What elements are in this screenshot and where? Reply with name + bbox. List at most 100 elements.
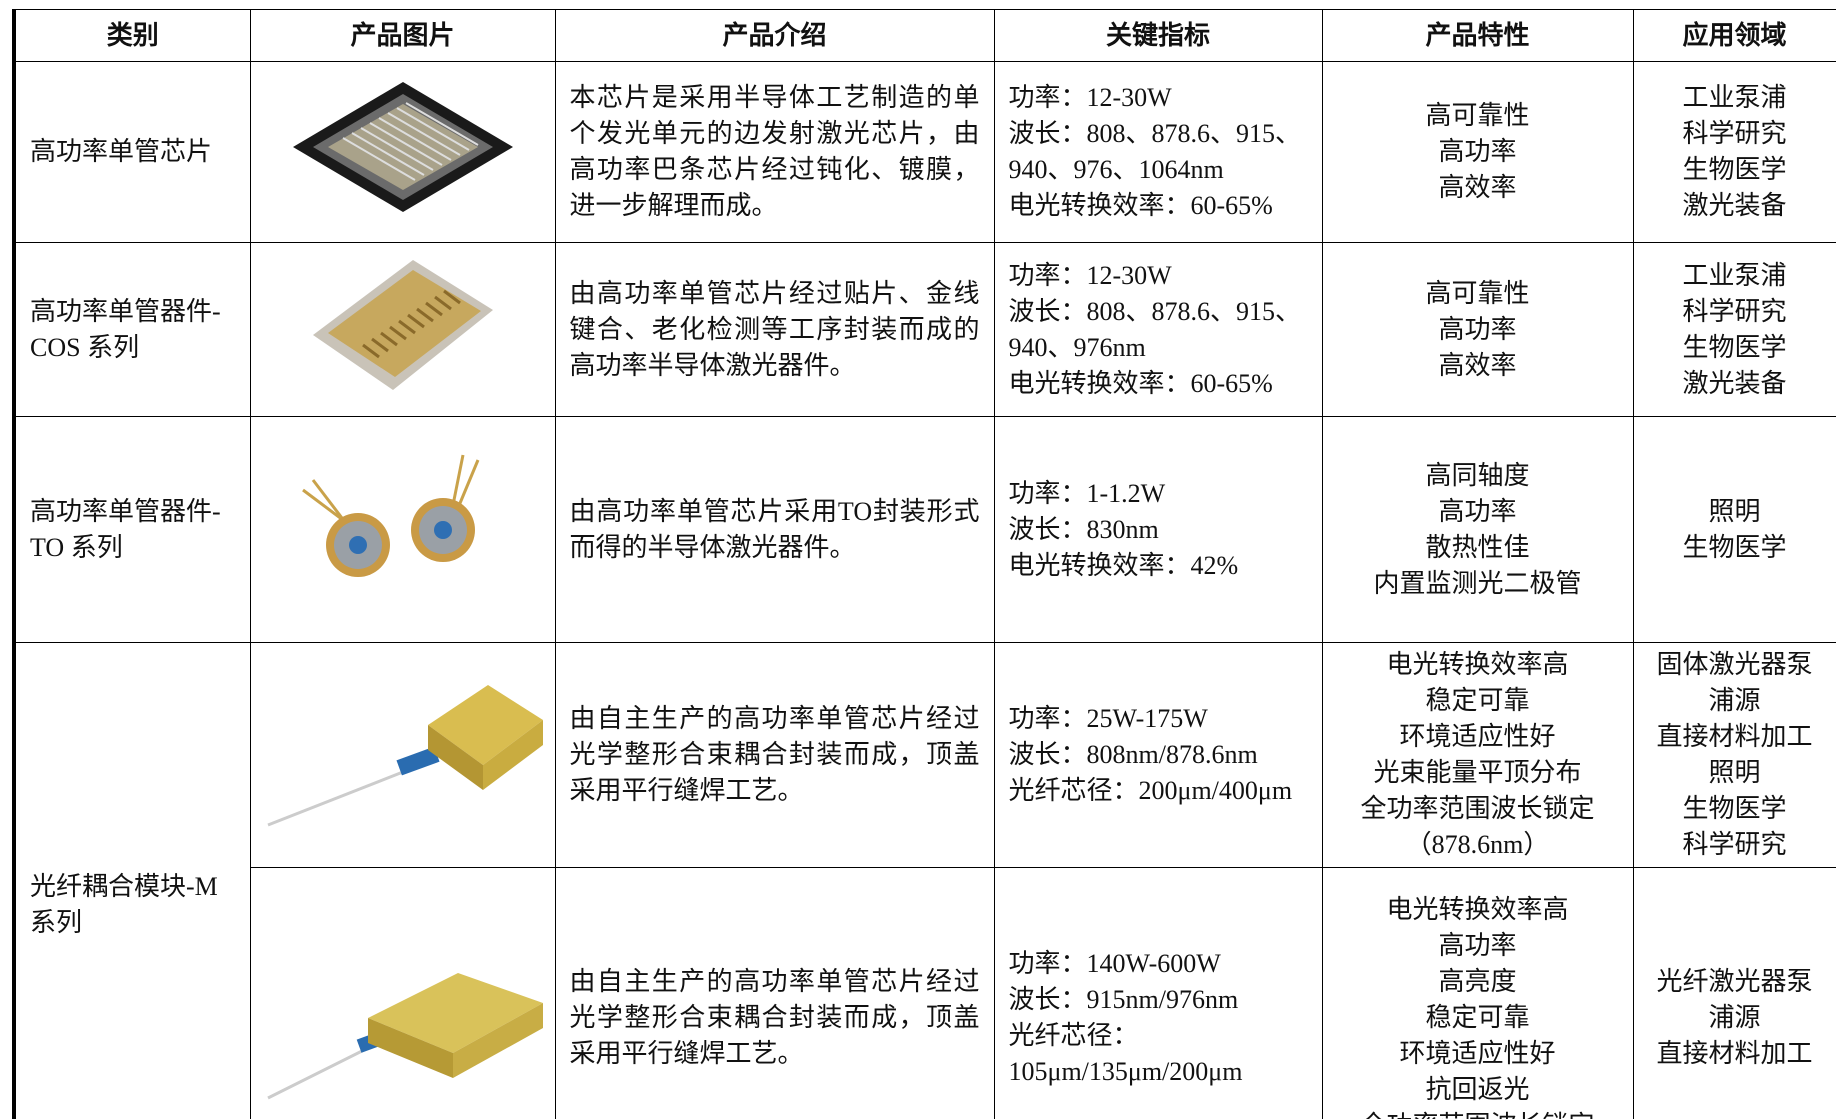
indicators-cell: 功率：12-30W 波长：808、878.6、915、940、976nm 电光转换效… <box>993 242 1323 417</box>
description-cell: 由高功率单管芯片经过贴片、金线键合、老化检测等工序封装而成的高功率半导体激光器件… <box>554 242 995 417</box>
cell-line: 高可靠性 <box>1425 278 1530 308</box>
picture-cell <box>249 642 556 868</box>
cell-line: 高功率 <box>1438 930 1517 960</box>
indicators-cell: 功率：25W-175W 波长：808nm/878.6nm 光纤芯径：200μm/40… <box>993 642 1323 868</box>
cell-line: 照明 <box>1708 496 1761 526</box>
product-image <box>292 82 513 212</box>
cell-line: 高功率 <box>1438 314 1517 344</box>
product-image <box>312 259 493 390</box>
header-row: 类别 产品图片 产品介绍 关键指标 产品特性 应用领域 <box>13 9 1836 62</box>
cell-line: 功率：12-30W <box>1008 260 1172 290</box>
applications-cell: 工业泵浦科学研究生物医学激光装备 <box>1632 242 1836 417</box>
table-row: 高功率单管芯片 本芯片是采用半导体工艺制造的单个发光单元的边发射激光芯片，由高功率… <box>13 61 1836 243</box>
cell-line: 光纤激光器泵浦源 <box>1656 966 1813 1032</box>
cell-line: 电光转换效率：60-65% <box>1008 191 1273 220</box>
product-image <box>266 685 543 827</box>
cell-line: 直接材料加工 <box>1656 722 1813 751</box>
table-row: 高功率单管器件-COS 系列 由高功率单管芯片经过贴片、金线键合、老化检测等工序封… <box>13 242 1836 417</box>
cell-line: 高亮度 <box>1438 966 1517 996</box>
cell-line: 高功率 <box>1438 137 1517 166</box>
cell-line: 生物医学 <box>1682 155 1787 184</box>
cell-line: 激光装备 <box>1682 191 1787 220</box>
description-cell: 由高功率单管芯片采用TO封装形式而得的半导体激光器件。 <box>554 416 995 643</box>
cell-line: 高效率 <box>1438 350 1517 380</box>
header-cell: 关键指标 <box>993 9 1323 62</box>
cell-line: 波长：808nm/878.6nm <box>1008 740 1258 769</box>
cell-line: 高功率 <box>1438 496 1517 526</box>
cell-line: 全功率范围波长锁定 <box>1337 1108 1619 1119</box>
cell-line: 波长：808、878.6、915、940、976、1064nm <box>1008 119 1302 184</box>
cell-line: 环境适应性好 <box>1399 722 1556 751</box>
cell-line: 电光转换效率：60-65% <box>1008 368 1273 398</box>
cell-line: 高同轴度 <box>1425 460 1530 490</box>
description-cell: 由自主生产的高功率单管芯片经过光学整形合束耦合封装而成，顶盖采用平行缝焊工艺。 <box>554 642 995 868</box>
table-row: 光纤耦合模块-M 系列 由自主生产的高功率单管芯片经过光学整形合束耦合封装而成，顶… <box>13 642 1836 1119</box>
applications-cell: 固体激光器泵浦源 直接材料加工 照明 生物医学 科学研究 <box>1632 642 1836 868</box>
features-cell: 电光转换效率高 稳定可靠环境适应性好 光束能量平顶分布全功率范围波长锁定（878.6… <box>1321 642 1634 868</box>
applications-cell: 工业泵浦科学研究生物医学激光装备 <box>1632 61 1836 243</box>
table-row: 由自主生产的高功率单管芯片经过光学整形合束耦合封装而成，顶盖采用平行缝焊工艺。功… <box>14 867 1836 1119</box>
cell-line: 光束能量平顶分布 <box>1373 758 1582 787</box>
header-cell: 类别 <box>13 9 251 62</box>
header-cell: 应用领域 <box>1632 9 1836 62</box>
features-cell: 高可靠性高功率高效率 <box>1321 61 1634 243</box>
indicators-cell: 功率：140W-600W 波长：915nm/976nm 光纤芯径：105μm/135… <box>993 867 1323 1119</box>
cell-line: 光纤芯径：105μm/135μm/200μm <box>1008 1020 1243 1086</box>
description-cell: 本芯片是采用半导体工艺制造的单个发光单元的边发射激光芯片，由高功率巴条芯片经过钝… <box>554 61 995 243</box>
product-table: 类别 产品图片 产品介绍 关键指标 产品特性 应用领域 高功率单管芯片 本芯片是采用半导体工… <box>12 9 1836 1119</box>
cell-line: 科学研究 <box>1682 830 1787 859</box>
header-cell: 产品介绍 <box>554 9 995 62</box>
category-cell: 光纤耦合模块-M 系列 <box>13 642 251 1119</box>
cell-line: 光纤芯径：200μm/400μm <box>1008 776 1293 805</box>
features-cell: 高同轴度高功率散热性佳内置监测光二极管 <box>1321 416 1634 643</box>
header-cell: 产品特性 <box>1321 9 1634 62</box>
cell-line: 高效率 <box>1438 173 1517 202</box>
applications-cell: 光纤激光器泵浦源直接材料加工 <box>1632 867 1836 1119</box>
cell-line: 稳定可靠 <box>1425 686 1530 715</box>
product-image <box>301 454 479 577</box>
cell-line: 生物医学 <box>1682 532 1787 562</box>
indicators-cell: 功率：1-1.2W 波长：830nm 电光转换效率：42% <box>993 416 1323 643</box>
applications-cell: 照明 生物医学 <box>1632 416 1836 643</box>
cell-line: 波长：808、878.6、915、940、976nm <box>1008 296 1302 362</box>
description-cell: 由自主生产的高功率单管芯片经过光学整形合束耦合封装而成，顶盖采用平行缝焊工艺。 <box>554 867 995 1119</box>
cell-line: 散热性佳 <box>1425 532 1530 562</box>
cell-line: 功率：1-1.2W <box>1008 478 1166 508</box>
cell-line: 生物医学 <box>1682 794 1787 823</box>
cell-line: 电光转换效率高 <box>1386 894 1569 924</box>
cell-line: 照明 <box>1708 758 1761 787</box>
cell-line: 波长：830nm <box>1008 514 1159 544</box>
cell-line: 全功率范围波长锁定（878.6nm） <box>1360 794 1595 859</box>
category-cell: 高功率单管器件-COS 系列 <box>13 242 251 417</box>
picture-cell <box>249 242 556 417</box>
cell-line: 内置监测光二极管 <box>1373 568 1582 598</box>
features-cell: 电光转换效率高高功率高亮度稳定可靠环境适应性好抗回返光全功率范围波长锁定 <box>1321 867 1634 1119</box>
cell-line: 科学研究 <box>1682 119 1787 148</box>
cell-line: 生物医学 <box>1682 332 1787 362</box>
cell-line: 功率：12-30W <box>1008 83 1172 112</box>
cell-line: 工业泵浦 <box>1682 260 1787 290</box>
cell-line: 抗回返光 <box>1425 1074 1530 1104</box>
cell-line: 激光装备 <box>1682 368 1787 398</box>
cell-line: 直接材料加工 <box>1656 1038 1813 1068</box>
cell-line: 电光转换效率：42% <box>1008 550 1239 580</box>
cell-line: 工业泵浦 <box>1682 83 1787 112</box>
cell-line: 稳定可靠 <box>1425 1002 1530 1032</box>
picture-cell <box>249 416 556 643</box>
picture-cell <box>249 61 556 243</box>
cell-line: 高可靠性 <box>1425 101 1530 130</box>
cell-line: 功率：140W-600W <box>1008 948 1221 978</box>
cell-line: 科学研究 <box>1682 296 1787 326</box>
cell-line: 环境适应性好 <box>1399 1038 1556 1068</box>
category-cell: 高功率单管器件-TO 系列 <box>13 416 251 643</box>
cell-line: 功率：25W-175W <box>1008 704 1208 733</box>
product-image <box>266 972 543 1099</box>
cell-line: 电光转换效率高 <box>1386 650 1569 679</box>
indicators-cell: 功率：12-30W 波长：808、878.6、915、940、976、1064nm… <box>993 61 1323 243</box>
picture-cell <box>249 867 556 1119</box>
table-body: 高功率单管芯片 本芯片是采用半导体工艺制造的单个发光单元的边发射激光芯片，由高功率… <box>13 61 1836 1119</box>
features-cell: 高可靠性高功率高效率 <box>1321 242 1634 417</box>
header-cell: 产品图片 <box>249 9 556 62</box>
category-cell: 高功率单管芯片 <box>13 61 251 243</box>
